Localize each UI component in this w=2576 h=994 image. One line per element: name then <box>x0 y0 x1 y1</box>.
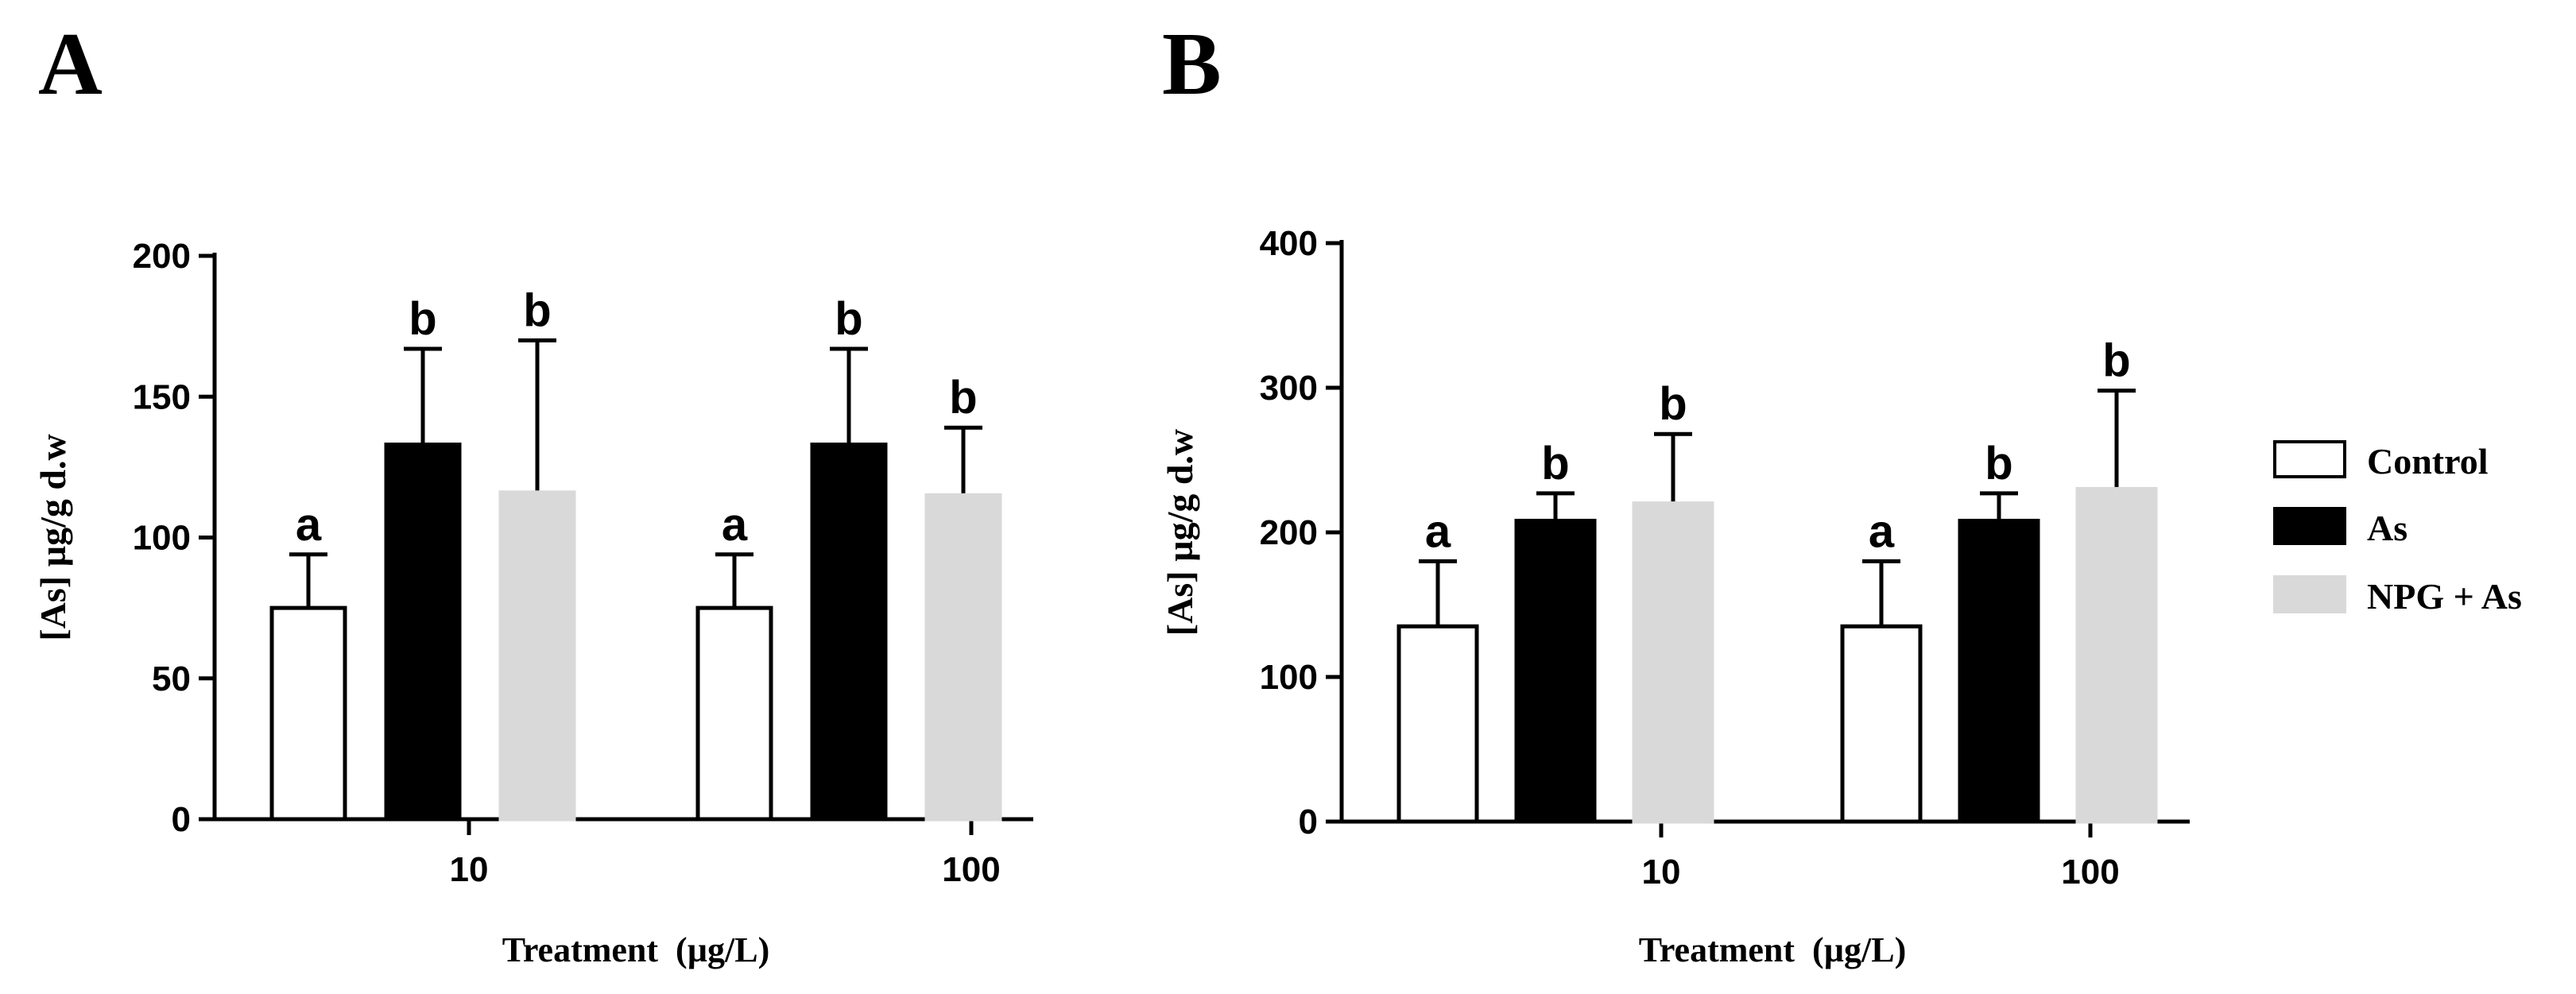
legend-swatch-npg-as <box>2273 575 2346 613</box>
significance-label: a <box>1869 505 1895 557</box>
significance-label: b <box>1541 438 1569 489</box>
bar-control-100 <box>695 605 773 822</box>
legend-swatch-as <box>2273 507 2346 545</box>
x-tick-label: 100 <box>2061 853 2119 892</box>
panel-letter-b: B <box>1162 15 1222 114</box>
bar-control-100 <box>1840 624 1923 824</box>
y-tick-label: 100 <box>1260 658 1318 697</box>
bar-npg-as-10 <box>1632 501 1714 824</box>
bar-npg-as-100 <box>2075 486 2158 824</box>
legend-label-npg-as: NPG + As <box>2367 576 2522 617</box>
significance-label: a <box>1425 505 1451 557</box>
legend-label-control: Control <box>2367 441 2489 482</box>
y-tick-label: 200 <box>1260 513 1318 552</box>
x-tick-label: 100 <box>942 850 1000 889</box>
x-tick-label: 10 <box>1642 853 1681 892</box>
y-tick-label: 300 <box>1260 369 1318 408</box>
bar-as-100 <box>810 443 888 822</box>
significance-label: b <box>409 293 436 345</box>
panel-letter-a: A <box>38 15 103 114</box>
bar-npg-as-100 <box>924 493 1002 822</box>
y-tick-label: 50 <box>152 659 191 698</box>
significance-label: b <box>2102 335 2130 387</box>
legend-swatch-control <box>2273 440 2346 478</box>
significance-label: b <box>1659 378 1687 430</box>
significance-label: a <box>722 499 748 551</box>
significance-label: a <box>296 499 322 551</box>
bar-control-10 <box>269 605 347 822</box>
x-tick-label: 10 <box>450 850 489 889</box>
legend-label-as: As <box>2367 508 2407 548</box>
y-axis-title: [As] µg/g d.w <box>1160 429 1200 636</box>
y-tick-label: 400 <box>1260 224 1318 263</box>
significance-label: b <box>523 284 551 336</box>
y-tick-label: 0 <box>1299 803 1318 841</box>
y-tick-label: 0 <box>172 800 191 839</box>
significance-label: b <box>1985 438 2012 489</box>
y-tick-label: 100 <box>133 519 191 558</box>
x-axis-title: Treatment (µg/L) <box>1639 930 1907 969</box>
legend: Control As NPG + As <box>2273 440 2522 617</box>
bar-as-10 <box>1514 518 1597 824</box>
y-tick-label: 200 <box>133 237 191 276</box>
y-tick-label: 150 <box>133 377 191 416</box>
bar-npg-as-10 <box>498 490 576 822</box>
bar-control-10 <box>1396 624 1479 824</box>
significance-label: b <box>835 293 862 345</box>
chart-panel-a: 0 50 100 150 200 10 100 a a b b b b [As] µg/g d.w Trea… <box>33 237 1033 969</box>
bar-as-100 <box>1958 518 2040 824</box>
chart-panel-b: 0 100 200 300 400 10 100 a a b b b b [As] µg/g d.w Tre… <box>1160 224 2190 969</box>
x-axis-title: Treatment (µg/L) <box>502 930 770 969</box>
significance-label: b <box>949 372 977 424</box>
bar-as-10 <box>384 443 462 822</box>
y-axis-title: [As] µg/g d.w <box>33 434 73 640</box>
